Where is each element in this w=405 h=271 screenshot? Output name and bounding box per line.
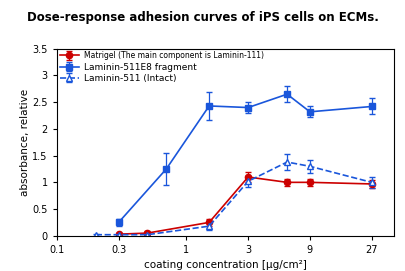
X-axis label: coating concentration [μg/cm²]: coating concentration [μg/cm²] (143, 260, 306, 270)
Legend: Matrigel (The main component is Laminin-111), Laminin-511E8 fragment, Laminin-51: Matrigel (The main component is Laminin-… (60, 51, 263, 83)
Text: Dose-response adhesion curves of iPS cells on ECMs.: Dose-response adhesion curves of iPS cel… (27, 11, 378, 24)
Y-axis label: absorbance, relative: absorbance, relative (19, 89, 30, 196)
